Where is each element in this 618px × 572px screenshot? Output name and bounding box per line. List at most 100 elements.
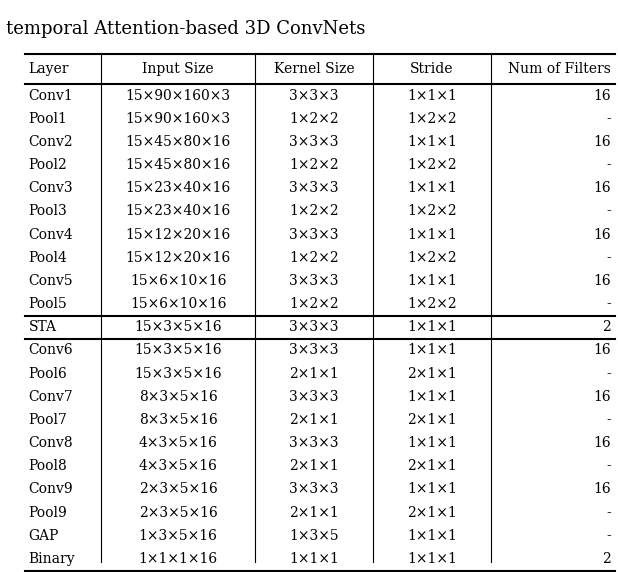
Text: Conv1: Conv1 bbox=[28, 89, 73, 102]
Text: 1×1×1×16: 1×1×1×16 bbox=[138, 552, 218, 566]
Text: -: - bbox=[606, 205, 611, 219]
Text: 15×12×20×16: 15×12×20×16 bbox=[125, 228, 231, 241]
Text: 15×12×20×16: 15×12×20×16 bbox=[125, 251, 231, 265]
Text: 1×1×1: 1×1×1 bbox=[407, 181, 457, 195]
Text: -: - bbox=[606, 158, 611, 172]
Text: 1×2×2: 1×2×2 bbox=[407, 297, 457, 311]
Text: 16: 16 bbox=[593, 344, 611, 358]
Text: 3×3×3: 3×3×3 bbox=[289, 228, 339, 241]
Text: 16: 16 bbox=[593, 390, 611, 404]
Text: 3×3×3: 3×3×3 bbox=[289, 274, 339, 288]
Text: 15×90×160×3: 15×90×160×3 bbox=[125, 89, 231, 102]
Text: 15×90×160×3: 15×90×160×3 bbox=[125, 112, 231, 126]
Text: -: - bbox=[606, 367, 611, 380]
Text: 15×23×40×16: 15×23×40×16 bbox=[125, 181, 231, 195]
Text: Input Size: Input Size bbox=[142, 62, 214, 76]
Text: 1×1×1: 1×1×1 bbox=[289, 552, 339, 566]
Text: Conv9: Conv9 bbox=[28, 483, 73, 496]
Text: 16: 16 bbox=[593, 135, 611, 149]
Text: 16: 16 bbox=[593, 274, 611, 288]
Text: 16: 16 bbox=[593, 483, 611, 496]
Text: GAP: GAP bbox=[28, 529, 59, 543]
Text: 15×6×10×16: 15×6×10×16 bbox=[130, 297, 226, 311]
Text: 3×3×3: 3×3×3 bbox=[289, 89, 339, 102]
Text: 15×45×80×16: 15×45×80×16 bbox=[125, 135, 231, 149]
Text: 3×3×3: 3×3×3 bbox=[289, 135, 339, 149]
Text: Pool8: Pool8 bbox=[28, 459, 67, 473]
Text: 1×1×1: 1×1×1 bbox=[407, 390, 457, 404]
Text: -: - bbox=[606, 529, 611, 543]
Text: Conv4: Conv4 bbox=[28, 228, 73, 241]
Text: 16: 16 bbox=[593, 181, 611, 195]
Text: 1×1×1: 1×1×1 bbox=[407, 228, 457, 241]
Text: -: - bbox=[606, 506, 611, 519]
Text: Kernel Size: Kernel Size bbox=[274, 62, 354, 76]
Text: Num of Filters: Num of Filters bbox=[509, 62, 611, 76]
Text: Pool7: Pool7 bbox=[28, 413, 67, 427]
Text: 1×1×1: 1×1×1 bbox=[407, 320, 457, 334]
Text: 1×1×1: 1×1×1 bbox=[407, 529, 457, 543]
Text: 16: 16 bbox=[593, 436, 611, 450]
Text: Pool9: Pool9 bbox=[28, 506, 67, 519]
Text: 2×1×1: 2×1×1 bbox=[289, 367, 339, 380]
Text: 15×3×5×16: 15×3×5×16 bbox=[134, 344, 222, 358]
Text: 15×3×5×16: 15×3×5×16 bbox=[134, 367, 222, 380]
Text: 1×1×1: 1×1×1 bbox=[407, 89, 457, 102]
Text: Pool5: Pool5 bbox=[28, 297, 67, 311]
Text: 1×2×2: 1×2×2 bbox=[407, 205, 457, 219]
Text: 3×3×3: 3×3×3 bbox=[289, 390, 339, 404]
Text: Layer: Layer bbox=[28, 62, 69, 76]
Text: 8×3×5×16: 8×3×5×16 bbox=[139, 413, 218, 427]
Text: 15×23×40×16: 15×23×40×16 bbox=[125, 205, 231, 219]
Text: 16: 16 bbox=[593, 89, 611, 102]
Text: 1×1×1: 1×1×1 bbox=[407, 483, 457, 496]
Text: 1×1×1: 1×1×1 bbox=[407, 436, 457, 450]
Text: -: - bbox=[606, 251, 611, 265]
Text: 1×2×2: 1×2×2 bbox=[289, 297, 339, 311]
Text: Pool2: Pool2 bbox=[28, 158, 67, 172]
Text: -: - bbox=[606, 112, 611, 126]
Text: Pool4: Pool4 bbox=[28, 251, 67, 265]
Text: 2×1×1: 2×1×1 bbox=[289, 413, 339, 427]
Text: 1×2×2: 1×2×2 bbox=[407, 158, 457, 172]
Text: Stride: Stride bbox=[410, 62, 454, 76]
Text: 1×1×1: 1×1×1 bbox=[407, 135, 457, 149]
Text: 4×3×5×16: 4×3×5×16 bbox=[138, 459, 218, 473]
Text: 4×3×5×16: 4×3×5×16 bbox=[138, 436, 218, 450]
Text: Pool6: Pool6 bbox=[28, 367, 67, 380]
Text: 3×3×3: 3×3×3 bbox=[289, 344, 339, 358]
Text: 8×3×5×16: 8×3×5×16 bbox=[139, 390, 218, 404]
Text: 1×1×1: 1×1×1 bbox=[407, 552, 457, 566]
Text: 1×3×5×16: 1×3×5×16 bbox=[138, 529, 218, 543]
Text: -: - bbox=[606, 297, 611, 311]
Text: 2×1×1: 2×1×1 bbox=[407, 459, 457, 473]
Text: 15×3×5×16: 15×3×5×16 bbox=[134, 320, 222, 334]
Text: Conv2: Conv2 bbox=[28, 135, 73, 149]
Text: 1×2×2: 1×2×2 bbox=[407, 251, 457, 265]
Text: 2×1×1: 2×1×1 bbox=[407, 506, 457, 519]
Text: 15×6×10×16: 15×6×10×16 bbox=[130, 274, 226, 288]
Text: Binary: Binary bbox=[28, 552, 75, 566]
Text: 2×1×1: 2×1×1 bbox=[407, 413, 457, 427]
Text: 1×2×2: 1×2×2 bbox=[289, 205, 339, 219]
Text: 16: 16 bbox=[593, 228, 611, 241]
Text: 2×1×1: 2×1×1 bbox=[289, 459, 339, 473]
Text: 1×1×1: 1×1×1 bbox=[407, 274, 457, 288]
Text: Conv6: Conv6 bbox=[28, 344, 73, 358]
Text: -: - bbox=[606, 459, 611, 473]
Text: 1×2×2: 1×2×2 bbox=[407, 112, 457, 126]
Text: 3×3×3: 3×3×3 bbox=[289, 320, 339, 334]
Text: Conv5: Conv5 bbox=[28, 274, 73, 288]
Text: 1×1×1: 1×1×1 bbox=[407, 344, 457, 358]
Text: 2×3×5×16: 2×3×5×16 bbox=[139, 506, 218, 519]
Text: Conv7: Conv7 bbox=[28, 390, 73, 404]
Text: Conv8: Conv8 bbox=[28, 436, 73, 450]
Text: 1×2×2: 1×2×2 bbox=[289, 158, 339, 172]
Text: 1×2×2: 1×2×2 bbox=[289, 112, 339, 126]
Text: 2×1×1: 2×1×1 bbox=[289, 506, 339, 519]
Text: Pool3: Pool3 bbox=[28, 205, 67, 219]
Text: Pool1: Pool1 bbox=[28, 112, 67, 126]
Text: 15×45×80×16: 15×45×80×16 bbox=[125, 158, 231, 172]
Text: 1×2×2: 1×2×2 bbox=[289, 251, 339, 265]
Text: 3×3×3: 3×3×3 bbox=[289, 483, 339, 496]
